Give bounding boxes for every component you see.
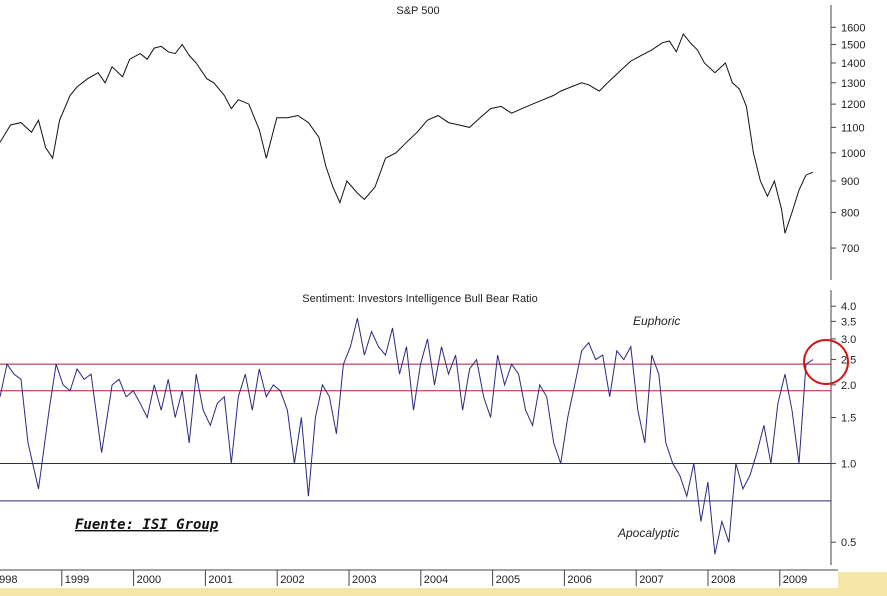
sentiment-tick-label: 1.5 <box>841 413 856 425</box>
x-tick-label: 1999 <box>65 574 89 586</box>
sentiment-title: Sentiment: Investors Intelligence Bull B… <box>302 293 537 305</box>
sentiment-tick-label: 0.5 <box>841 537 856 549</box>
x-axis-corner-band <box>838 572 887 596</box>
sentiment-tick-label: 3.5 <box>841 316 856 328</box>
sentiment-y-ticks: 4.03.53.02.52.01.51.00.5 <box>831 301 856 549</box>
x-axis-labels: 1998 1999 2000 2001 2002 2003 2004 2005 2006 2007… <box>0 570 807 586</box>
highlight-circle <box>803 339 849 385</box>
source-label: Fuente: ISI Group <box>75 517 218 533</box>
sentiment-panel: Sentiment: Investors Intelligence Bull B… <box>0 290 856 565</box>
sentiment-reference-lines <box>0 363 831 502</box>
sp500-tick-label: 800 <box>841 207 859 219</box>
x-tick-label: 2008 <box>711 574 735 586</box>
sp500-tick-label: 1400 <box>841 58 865 70</box>
x-tick-label: 2000 <box>137 574 161 586</box>
x-axis-band <box>0 588 887 596</box>
x-tick-label: 2003 <box>352 574 376 586</box>
sentiment-tick-label: 1.0 <box>841 459 856 471</box>
sentiment-tick-label: 3.0 <box>841 334 856 346</box>
x-tick-label: 2002 <box>280 574 304 586</box>
sp500-tick-label: 1200 <box>841 99 865 111</box>
sentiment-tick-label: 2.0 <box>841 380 856 392</box>
sp500-tick-label: 1300 <box>841 78 865 90</box>
x-tick-label: 2006 <box>567 574 591 586</box>
sp500-tick-label: 1000 <box>841 148 865 160</box>
sp500-tick-label: 700 <box>841 243 859 255</box>
sp500-tick-label: 1600 <box>841 22 865 34</box>
x-axis: 1998 1999 2000 2001 2002 2003 2004 2005 2006 2007… <box>0 569 887 596</box>
sp500-tick-label: 1500 <box>841 40 865 52</box>
sp500-y-ticks: 1600 1500 1400 1300 1200 1100 1000 900 800 700 <box>831 22 865 255</box>
sp500-panel: S&P 500 1600 1500 1400 1300 1200 1100 1000 900 8… <box>0 5 865 280</box>
sp500-tick-label: 900 <box>841 176 859 188</box>
annotation-apocalyptic: Apocalyptic <box>617 526 679 540</box>
x-tick-label: 1998 <box>0 574 17 586</box>
x-tick-label: 2001 <box>208 574 232 586</box>
sentiment-series-line <box>0 318 814 555</box>
sp500-title: S&P 500 <box>396 5 439 17</box>
x-tick-label: 2009 <box>783 574 807 586</box>
x-tick-label: 2004 <box>424 574 448 586</box>
sp500-tick-label: 1100 <box>841 122 865 134</box>
x-tick-label: 2005 <box>496 574 520 586</box>
sp500-series-line <box>0 33 814 234</box>
annotation-euphoric: Euphoric <box>633 314 680 328</box>
x-tick-label: 2007 <box>639 574 663 586</box>
sentiment-tick-label: 4.0 <box>841 301 856 313</box>
